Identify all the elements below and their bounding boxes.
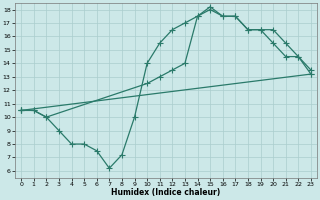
X-axis label: Humidex (Indice chaleur): Humidex (Indice chaleur) xyxy=(111,188,221,197)
